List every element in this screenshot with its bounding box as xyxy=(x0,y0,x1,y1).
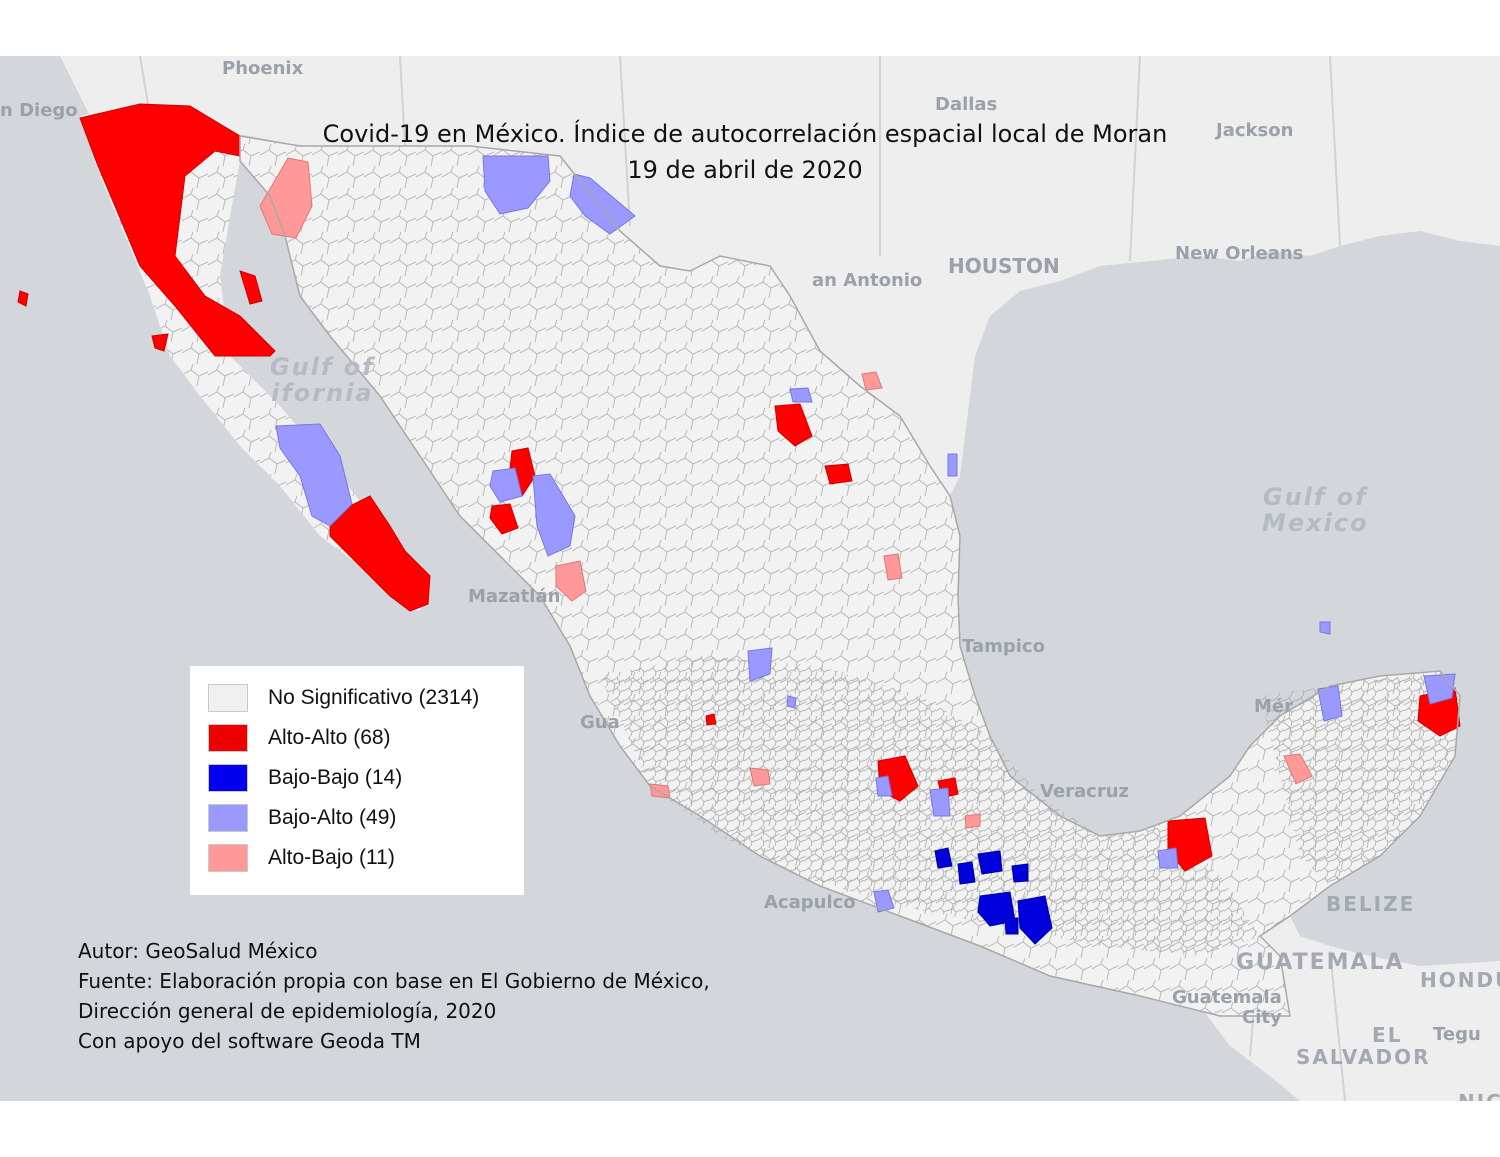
map-frame: Phoenix n Diego Dallas Jackson HOUSTON a… xyxy=(0,56,1500,1101)
label-guatemala: GUATEMALA xyxy=(1236,950,1405,975)
legend-label: Bajo-Bajo (14) xyxy=(268,766,403,789)
legend-swatch xyxy=(208,804,248,832)
label-acapulco: Acapulco xyxy=(764,892,856,913)
credits-software: Con apoyo del software Geoda TM xyxy=(78,1029,421,1053)
label-houston: HOUSTON xyxy=(948,254,1060,278)
credits-author: Autor: GeoSalud México xyxy=(78,939,318,963)
legend-item-alto-alto: Alto-Alto (68) xyxy=(208,722,391,754)
legend-swatch xyxy=(208,844,248,872)
legend-swatch xyxy=(208,684,248,712)
label-merida: Mér xyxy=(1254,696,1293,717)
label-veracruz: Veracruz xyxy=(1040,781,1130,802)
label-dallas: Dallas xyxy=(935,94,998,115)
alto-bajo-clusters xyxy=(259,157,1313,829)
label-belize: BELIZE xyxy=(1326,892,1416,916)
legend-swatch xyxy=(208,764,248,792)
usa-landmass xyxy=(0,56,1500,496)
label-mazatlan: Mazatlán xyxy=(468,586,561,607)
alto-alto-clusters xyxy=(17,103,1461,872)
legend-label: No Significativo (2314) xyxy=(268,686,480,709)
credits: Autor: GeoSalud México Fuente: Elaboraci… xyxy=(78,936,710,1056)
legend-label: Alto-Bajo (11) xyxy=(268,846,395,869)
label-san-diego: n Diego xyxy=(0,100,78,121)
legend-label: Alto-Alto (68) xyxy=(268,726,391,749)
bajo-bajo-clusters xyxy=(934,847,1053,945)
label-new-orleans: New Orleans xyxy=(1175,243,1304,264)
label-el-salvador: EL SALVADOR xyxy=(1296,1023,1431,1069)
label-tegucigalpa: Tegu xyxy=(1433,1024,1481,1045)
label-guatemala-city: Guatemala City xyxy=(1172,987,1282,1028)
map-title: Covid-19 en México. Índice de autocorrel… xyxy=(250,116,1240,188)
label-jackson: Jackson xyxy=(1216,120,1294,141)
label-nicaragua: NIC xyxy=(1458,1090,1500,1101)
legend: No Significativo (2314) Alto-Alto (68) B… xyxy=(190,666,524,895)
map-canvas xyxy=(0,56,1500,1101)
label-gulf-of-california: Gulf of ifornia xyxy=(270,353,375,407)
label-san-antonio: an Antonio xyxy=(812,270,923,291)
label-guadalajara: Gua xyxy=(580,712,620,733)
label-phoenix: Phoenix xyxy=(222,58,304,79)
legend-label: Bajo-Alto (49) xyxy=(268,806,397,829)
credits-source-2: Dirección general de epidemiología, 2020 xyxy=(78,999,497,1023)
legend-item-bajo-bajo: Bajo-Bajo (14) xyxy=(208,762,402,794)
label-honduras: HONDU xyxy=(1420,968,1500,992)
label-gulf-of-mexico: Gulf of Mexico xyxy=(1262,483,1369,537)
legend-item-alto-bajo: Alto-Bajo (11) xyxy=(208,842,395,874)
map-title-line1: Covid-19 en México. Índice de autocorrel… xyxy=(322,120,1168,148)
legend-swatch xyxy=(208,724,248,752)
label-tampico: Tampico xyxy=(962,636,1045,657)
credits-source: Fuente: Elaboración propia con base en E… xyxy=(78,969,710,993)
legend-item-bajo-alto: Bajo-Alto (49) xyxy=(208,802,396,834)
legend-item-no-significativo: No Significativo (2314) xyxy=(208,682,479,714)
map-title-line2: 19 de abril de 2020 xyxy=(627,156,863,184)
